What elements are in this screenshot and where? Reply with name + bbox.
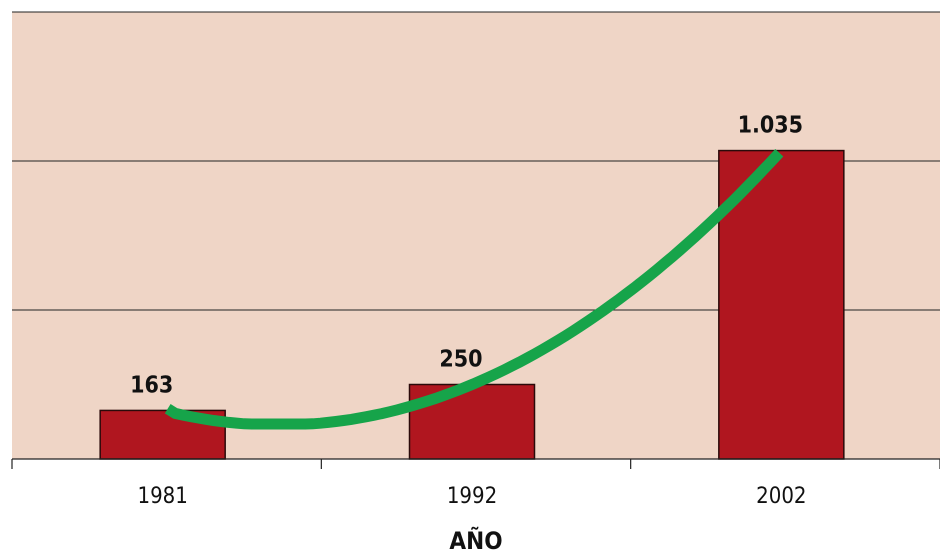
data-label-1981: 163	[130, 372, 173, 398]
x-tick-label-1981: 1981	[137, 484, 187, 509]
x-axis: 1981 1992 2002	[11, 458, 940, 509]
data-labels: 163 250 1.035	[130, 113, 803, 399]
bar-1992	[408, 383, 536, 460]
x-axis-title: AÑO	[449, 526, 502, 555]
data-label-1992: 250	[439, 347, 482, 373]
x-tick-label-1992: 1992	[447, 484, 497, 509]
data-label-2002: 1.035	[738, 113, 803, 139]
x-tick-label-2002: 2002	[756, 484, 806, 509]
trend-line	[164, 149, 784, 430]
